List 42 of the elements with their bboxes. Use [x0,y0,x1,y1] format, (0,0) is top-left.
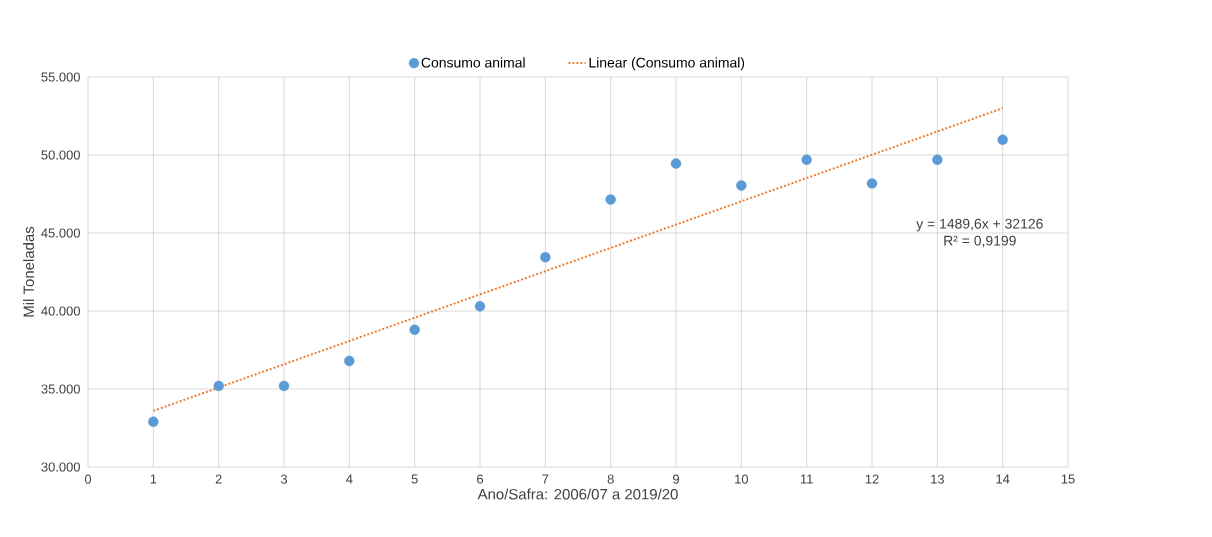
y-tick-label: 50.000 [41,150,80,160]
point [605,194,616,205]
y-axis-title: Mil Toneladas [23,226,35,317]
y-tick-label: 40.000 [41,306,80,316]
x-tick-label: 8 [607,474,614,484]
point [540,252,551,263]
point [670,158,682,169]
x-tick-label: 12 [865,474,879,484]
point [278,380,290,392]
x-tick-label: 4 [346,474,353,484]
x-tick-label: 5 [411,474,418,484]
point [997,134,1008,145]
y-tick-label: 35.000 [41,384,80,394]
x-tick-label: 2 [215,474,222,484]
legend-label: Linear (Consumo animal) [589,57,745,71]
x-tick-label: 6 [477,474,484,484]
x-tick-label: 0 [84,474,92,484]
point [474,301,486,312]
point [148,416,159,427]
y-tick-label: 30.000 [41,462,80,472]
point [801,154,812,165]
x-tick-label: 15 [1061,474,1075,484]
x-tick-label: 13 [931,474,944,484]
y-tick-label: 55.000 [41,72,80,82]
point [736,180,747,191]
point [932,154,943,165]
legend-label: Consumo animal [421,57,525,68]
annotation: R² = 0,9199 [944,235,1016,248]
x-tick-label: 3 [280,474,288,484]
x-tick-label: 11 [800,474,813,484]
point [866,178,878,189]
annotation: y = 1489,6x + 32126 [916,218,1043,232]
x-tick-label: 14 [996,474,1010,484]
x-tick-label: 7 [542,474,549,484]
point [344,355,355,367]
x-tick-label: 1 [150,474,157,484]
point [409,324,420,335]
x-axis-title: Ano/Safra: 2006/07 a 2019/20 [477,488,678,500]
point [213,380,224,392]
y-tick-label: 45.000 [41,228,80,238]
x-tick-label: 10 [735,474,749,484]
x-tick-label: 9 [673,474,679,484]
